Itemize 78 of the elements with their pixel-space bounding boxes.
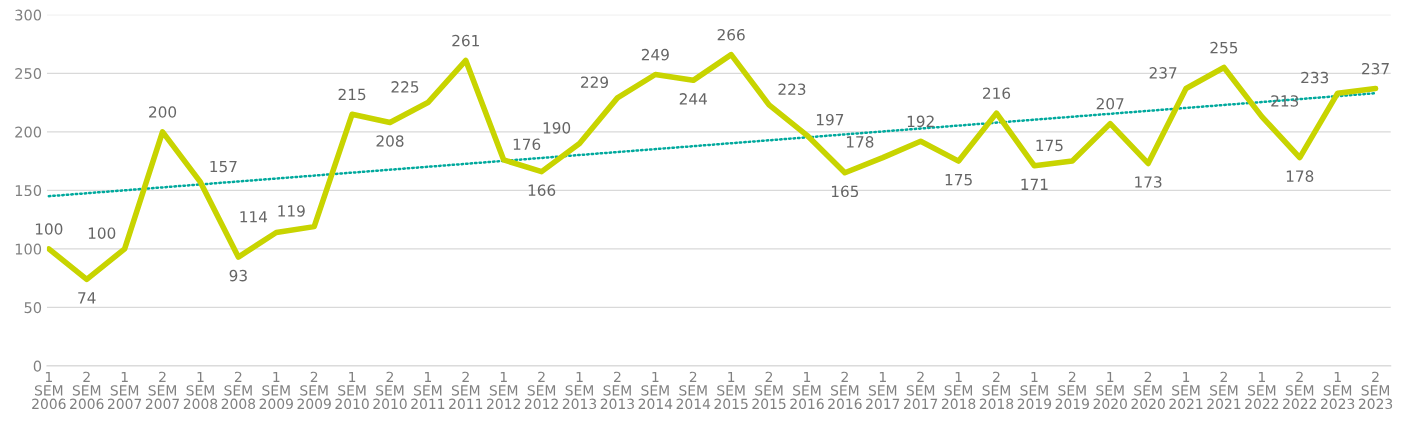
data-label: 165 <box>831 185 859 198</box>
x-tick-label: 1 SEM 2020 <box>1093 371 1127 410</box>
data-label: 74 <box>78 292 96 304</box>
data-label: 190 <box>543 122 571 134</box>
x-tick-label: 1 SEM 2021 <box>1169 371 1203 410</box>
data-label: 176 <box>513 138 541 151</box>
x-tick-label: 1 SEM 2023 <box>1320 371 1355 410</box>
data-label: 175 <box>1036 139 1063 152</box>
data-label: 178 <box>846 136 874 148</box>
x-tick-label: 1 SEM 2010 <box>335 371 369 410</box>
x-tick-label: 2 SEM 2021 <box>1207 371 1241 410</box>
data-label: 175 <box>945 174 972 186</box>
x-tick-label: 1 SEM 2006 <box>32 371 66 410</box>
x-tick-label: 2 SEM 2016 <box>828 371 862 410</box>
data-label: 229 <box>581 76 609 88</box>
x-tick-label: 1 SEM 2013 <box>562 371 597 410</box>
x-tick-label: 2 SEM 2006 <box>70 371 104 410</box>
x-tick-label: 1 SEM 2016 <box>790 371 824 410</box>
y-tick-label: 250 <box>15 68 42 80</box>
x-tick-label: 2 SEM 2019 <box>1055 371 1089 410</box>
x-tick-label: 2 SEM 2010 <box>373 371 407 410</box>
data-label: 119 <box>278 205 305 217</box>
data-label: 173 <box>1135 176 1162 188</box>
x-tick-label: 1 SEM 2009 <box>259 371 293 410</box>
data-label: 216 <box>983 87 1011 100</box>
data-label: 166 <box>528 184 556 196</box>
y-tick-label: 200 <box>15 126 42 138</box>
x-tick-label: 2 SEM 2007 <box>145 371 180 410</box>
data-label: 114 <box>240 211 268 223</box>
x-tick-label: 2 SEM 2018 <box>979 371 1014 410</box>
data-label: 223 <box>778 83 806 96</box>
data-label: 192 <box>907 115 934 128</box>
x-tick-label: 2 SEM 2013 <box>600 371 634 410</box>
data-label: 93 <box>229 269 247 282</box>
data-label: 197 <box>816 113 844 126</box>
x-tick-label: 1 SEM 2007 <box>107 371 142 410</box>
data-label: 233 <box>1301 71 1329 84</box>
x-tick-label: 1 SEM 2012 <box>487 371 520 410</box>
data-label: 261 <box>452 34 479 47</box>
x-tick-label: 1 SEM 2019 <box>1017 371 1052 410</box>
x-tick-label: 1 SEM 2015 <box>714 371 748 410</box>
data-label: 266 <box>717 28 745 41</box>
data-label: 171 <box>1021 178 1048 190</box>
x-tick-label: 2 SEM 2023 <box>1358 371 1393 410</box>
x-tick-label: 2 SEM 2011 <box>449 371 483 410</box>
data-label: 255 <box>1210 41 1238 54</box>
x-tick-label: 2 SEM 2020 <box>1131 371 1165 410</box>
x-tick-label: 1 SEM 2011 <box>411 371 445 410</box>
y-tick-label: 50 <box>24 302 42 314</box>
data-label: 157 <box>210 160 237 173</box>
x-tick-label: 1 SEM 2022 <box>1245 371 1279 410</box>
x-tick-label: 1 SEM 2017 <box>866 371 900 410</box>
data-label: 100 <box>88 227 116 239</box>
data-label: 208 <box>376 135 404 147</box>
data-label: 237 <box>1362 62 1389 75</box>
y-tick-label: 150 <box>15 185 42 197</box>
x-tick-label: 2 SEM 2009 <box>297 371 331 410</box>
data-label: 207 <box>1096 98 1124 110</box>
x-tick-label: 2 SEM 2008 <box>221 371 256 410</box>
x-tick-label: 1 SEM 2008 <box>183 371 218 410</box>
x-tick-label: 2 SEM 2017 <box>904 371 938 410</box>
x-tick-label: 1 SEM 2014 <box>638 371 673 410</box>
y-tick-label: 0 <box>33 360 42 372</box>
y-tick-label: 100 <box>15 243 42 255</box>
data-label: 225 <box>391 81 419 93</box>
y-tick-label: 300 <box>15 9 42 21</box>
x-tick-label: 2 SEM 2022 <box>1283 371 1317 410</box>
data-label: 100 <box>35 223 63 235</box>
x-tick-label: 1 SEM 2018 <box>941 371 976 410</box>
data-label: 200 <box>149 106 177 118</box>
x-tick-label: 2 SEM 2015 <box>752 371 786 410</box>
x-tick-label: 2 SEM 2012 <box>524 371 558 410</box>
data-label: 249 <box>641 48 669 61</box>
data-label: 215 <box>338 88 366 101</box>
data-label: 237 <box>1149 67 1177 79</box>
data-label: 244 <box>679 93 707 105</box>
x-tick-label: 2 SEM 2014 <box>676 371 711 410</box>
data-label: 178 <box>1286 170 1314 182</box>
